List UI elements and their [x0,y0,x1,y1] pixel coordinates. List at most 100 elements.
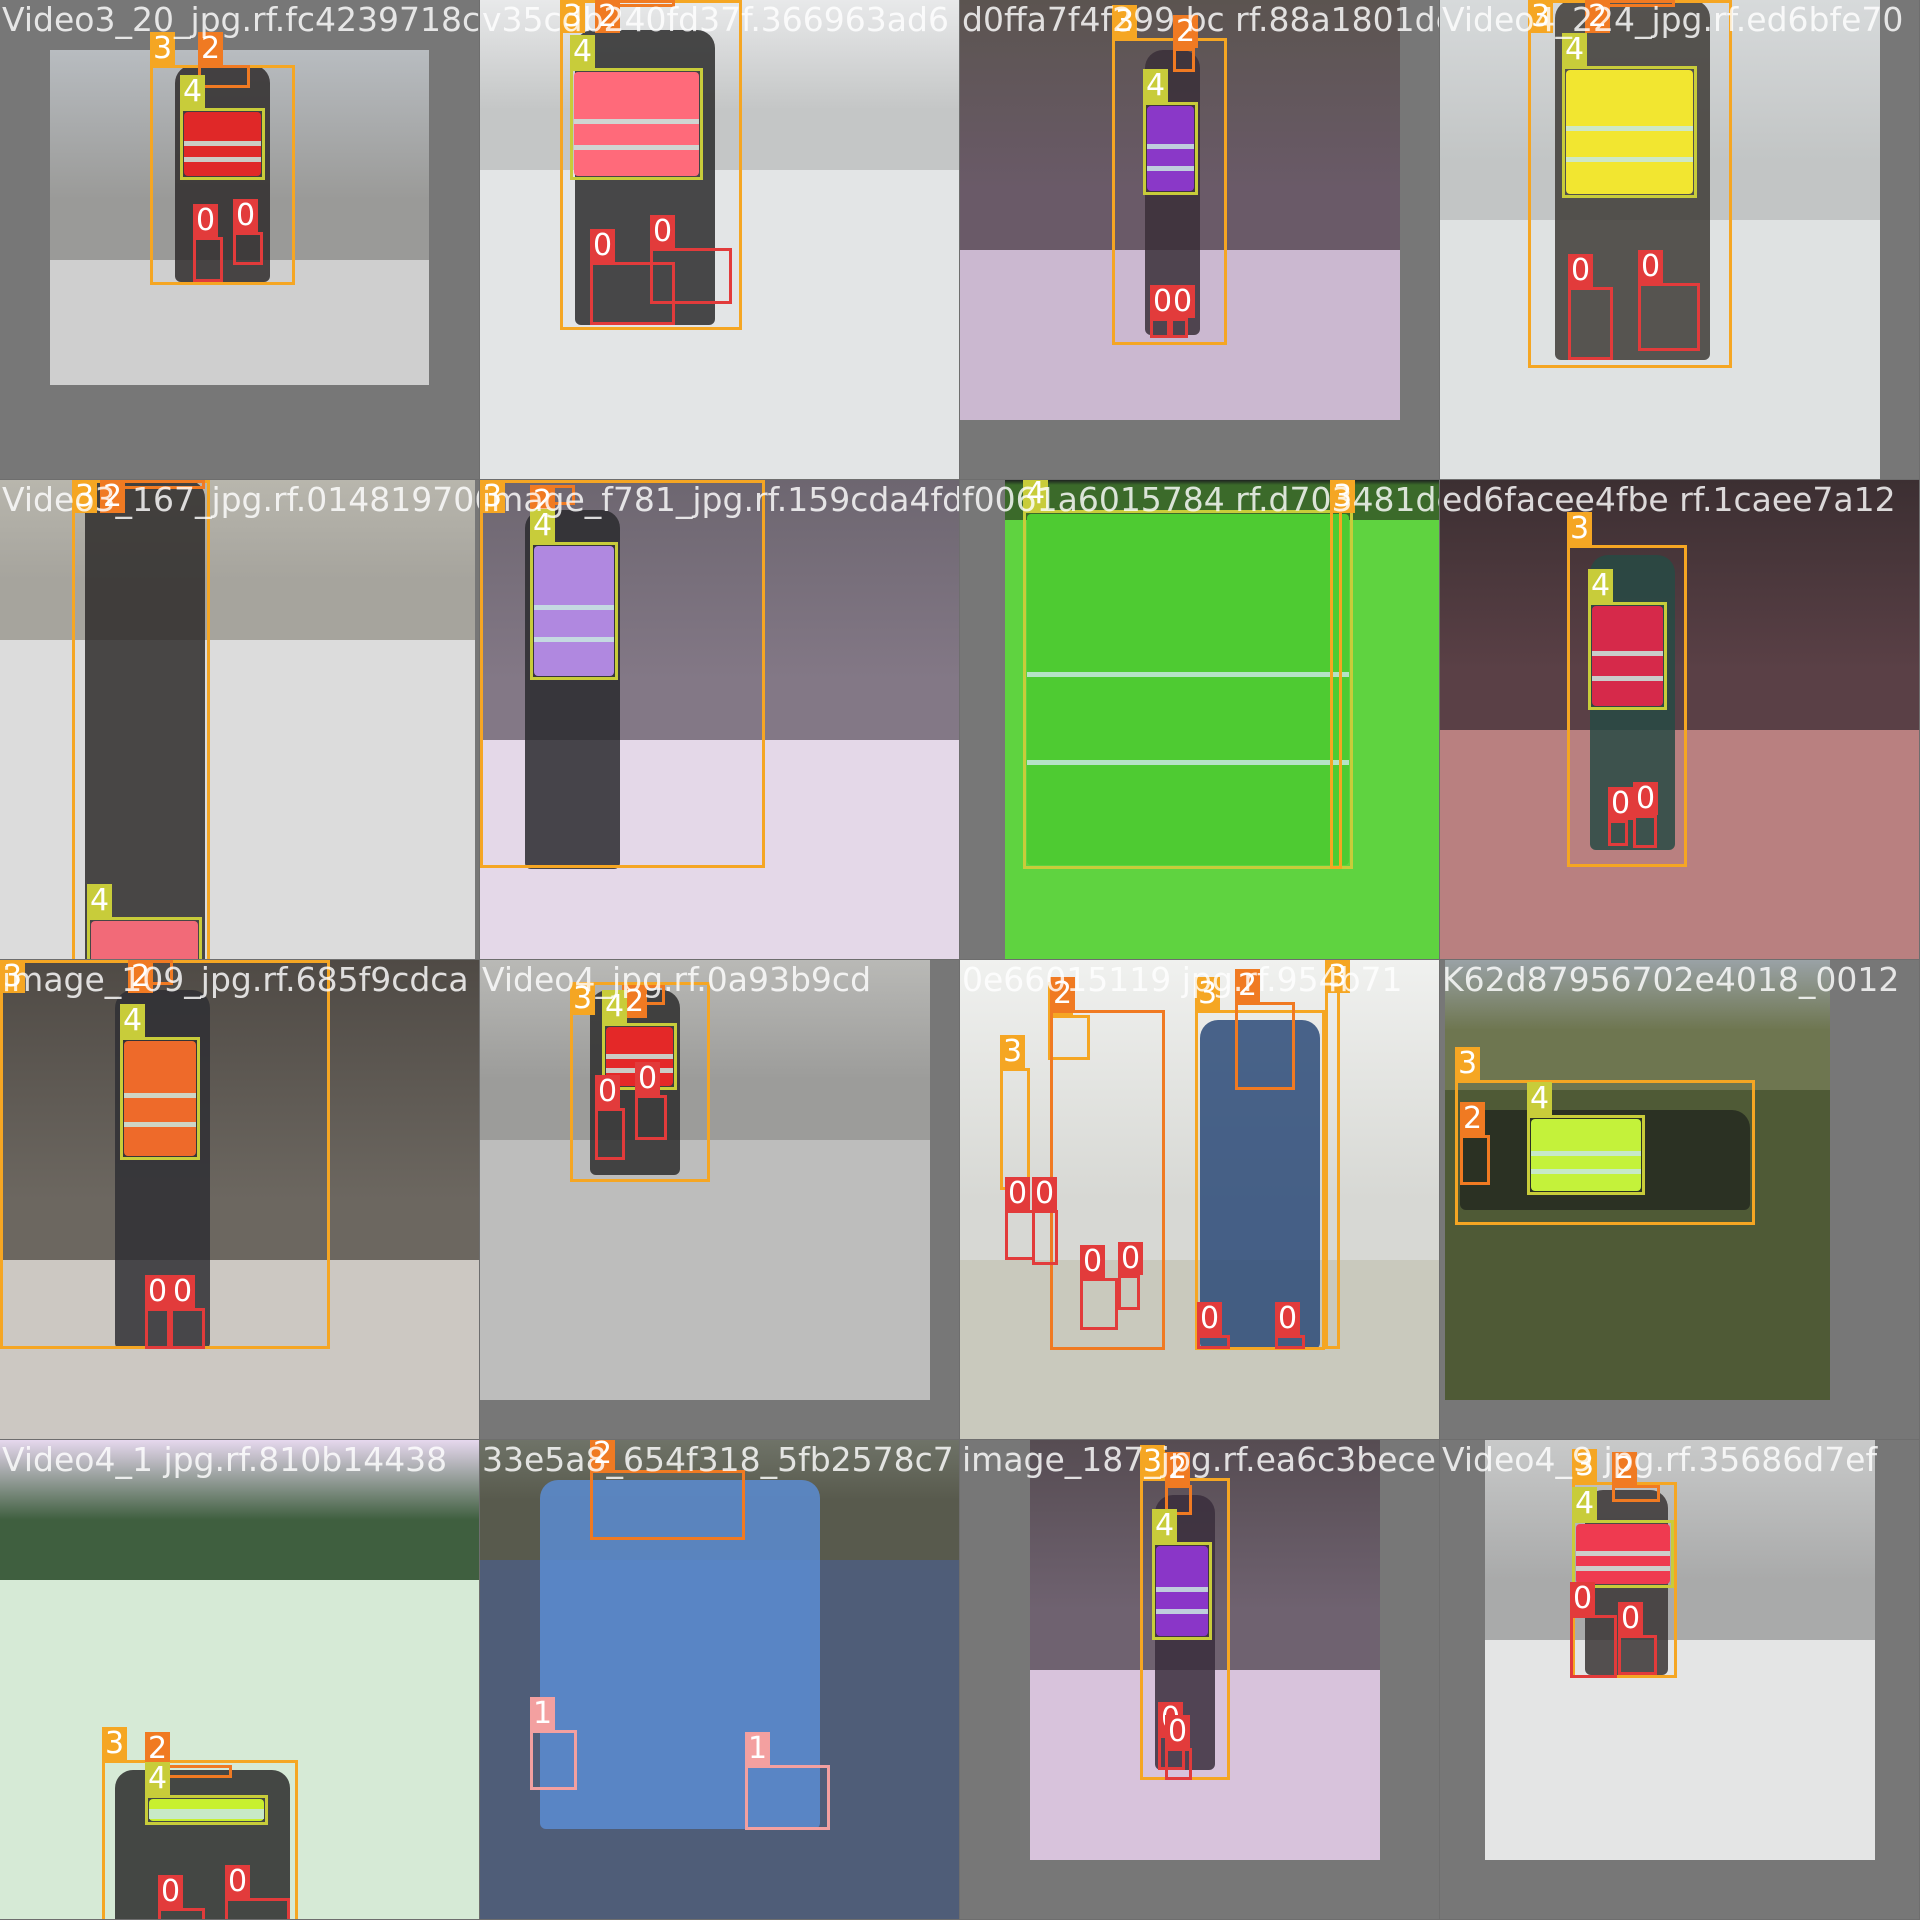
image-tile[interactable]: 3323230000000e66015119 jpg.rf.954b71 [960,960,1439,1439]
bounding-box[interactable]: 4 [1152,1509,1212,1640]
reflective-stripe [606,1053,673,1059]
image-filename: Video3_167_jpg.rf.014819706 [2,480,479,519]
bounding-box[interactable]: 2 [1585,0,1675,33]
bounding-box[interactable]: 0 [1568,254,1613,360]
bounding-box[interactable]: 0 [1165,1715,1192,1780]
bounding-box[interactable]: 3 [1195,977,1325,1350]
reflective-stripe [1566,125,1693,131]
bounding-box[interactable]: 4 [602,990,677,1090]
bounding-box[interactable]: 0 [1275,1302,1305,1349]
bounding-box[interactable]: 3 [1112,5,1227,345]
bounding-box[interactable]: 0 [1080,1245,1118,1330]
box-label: 0 [1570,1582,1596,1615]
bounding-box[interactable]: 0 [1608,787,1634,846]
image-tile[interactable]: 2 1 1 33e5a8_654f318_5fb2578c7 [480,1440,959,1919]
bounding-box[interactable]: 0 [1618,1602,1657,1675]
image-tile[interactable]: 3 2 4 image_f781_jpg.rf.159cda4fd [480,480,959,959]
bounding-box[interactable]: 0 [1032,1177,1058,1265]
bounding-box[interactable]: 2 [1460,1102,1490,1185]
bounding-box[interactable]: 3 [480,480,765,868]
bounding-box[interactable]: 2 [590,1440,745,1540]
box-label: 0 [1165,1715,1191,1748]
bounding-box[interactable]: 4 [180,75,265,180]
bounding-box[interactable]: 0 [1570,1582,1617,1678]
box-label: 3 [570,982,596,1015]
bounding-box[interactable]: 2 [1165,1452,1192,1515]
image-tile[interactable]: 3 24 00 d0ffa7f4f299 bc rf.88a1801de302 [960,0,1439,479]
bounding-box[interactable]: 0 [650,215,732,304]
image-filename: ed6facee4fbe rf.1caee7a12 [1442,480,1896,519]
bounding-box[interactable]: 2 [1612,1452,1660,1502]
bounding-box[interactable]: 0 [1118,1242,1144,1310]
bounding-box[interactable]: 0 [1150,285,1176,338]
bounding-box[interactable]: 4 [570,35,703,180]
bounding-box[interactable]: 0 [145,1275,171,1349]
bounding-box[interactable]: 2 [145,1732,232,1778]
bounding-box[interactable]: 4 [1023,480,1353,869]
bounding-box[interactable]: 2 [198,32,250,88]
bounding-box[interactable]: 0 [1633,782,1659,848]
bounding-box[interactable]: 0 [1170,285,1196,338]
image-tile[interactable]: 3 2 4 0 0 Video4_1 jpg.rf.810b14438 [0,1440,479,1919]
bounding-box[interactable]: 2 [1235,969,1295,1090]
box-label: 2 [100,480,126,513]
person-silhouette [1200,1020,1320,1349]
bounding-box[interactable]: 4 [87,884,202,959]
person-silhouette [115,1770,290,1919]
safety-vest [1566,70,1693,194]
bounding-box[interactable]: 0 [170,1275,205,1349]
box-label: 4 [1023,480,1049,510]
bounding-box[interactable]: 3 [570,982,710,1182]
bounding-box[interactable]: 4 [145,1762,268,1825]
bounding-box[interactable]: 2 [1173,15,1199,72]
bounding-box[interactable]: 3 [1325,960,1351,1349]
image-tile[interactable]: 3 4 0 0 ed6facee4fbe rf.1caee7a12 [1440,480,1919,959]
bounding-box[interactable]: 4 [1572,1487,1674,1588]
bounding-box[interactable]: 1 [530,1697,577,1790]
bounding-box[interactable]: 3 [1330,480,1356,869]
image-tile[interactable]: 3 2 4 K62d87956702e4018_0012 [1440,960,1919,1439]
bounding-box[interactable]: 3 [1567,512,1687,867]
box-label: 3 [150,32,176,65]
bounding-box[interactable]: 0 [225,1865,290,1919]
image-tile[interactable]: 3 2 4 0 0 Video3_20_jpg.rf.fc4239718c [0,0,479,479]
image-tile[interactable]: 3 2 4 0 0 image_109_jpg.rf.685f9cdca [0,960,479,1439]
box-label: 4 [180,75,206,108]
bounding-box[interactable]: 0 [233,199,263,265]
box-label: 2 [145,1732,171,1765]
box-label: 0 [145,1275,171,1308]
box-label: 3 [102,1727,128,1760]
bounding-box[interactable]: 3 [1455,1047,1755,1225]
bounding-box[interactable]: 3 [1000,1035,1030,1190]
image-tile[interactable]: 4 3 f0061a6015784 rf.d703481de [960,480,1439,959]
bounding-box[interactable]: 0 [1638,250,1700,351]
image-tile[interactable]: 3 2 4 0 0 Video4_224_jpg.rf.ed6bfe70 [1440,0,1919,479]
bounding-box[interactable]: 2 [128,960,173,993]
image-tile[interactable]: 3 2 4 0 0 Video4_jpg.rf.0a93b9cd [480,960,959,1439]
safety-vest [1531,1119,1641,1191]
bounding-box[interactable]: 0 [595,1075,625,1160]
bounding-box[interactable]: 4 [1562,33,1697,198]
bounding-box[interactable]: 0 [1005,1177,1035,1260]
bounding-box[interactable]: 4 [530,509,618,680]
bounding-box[interactable]: 4 [1143,69,1198,195]
bounding-box[interactable]: 2 [595,0,675,33]
bounding-box[interactable]: 4 [1588,569,1667,710]
box-label: 3 [1572,1449,1598,1482]
bounding-box[interactable]: 1 [745,1732,830,1830]
bounding-box[interactable]: 0 [590,229,675,325]
bounding-box[interactable]: 0 [1197,1302,1230,1349]
bounding-box[interactable]: 0 [635,1062,667,1140]
image-tile[interactable]: 3 2 4 0 0 v35cdb240fd37f.366963ad6 [480,0,959,479]
bounding-box[interactable]: 0 [193,204,223,282]
scene-backdrop [0,960,479,1439]
bounding-box[interactable]: 0 [158,1875,205,1919]
bounding-box[interactable]: 2 [100,480,205,513]
bounding-box[interactable]: 4 [1527,1082,1645,1195]
bounding-box[interactable]: 3 [102,1727,298,1919]
image-tile[interactable]: 3 2 4 0 0 Video4_9 jpg.rf.35686d7ef [1440,1440,1919,1919]
bounding-box[interactable]: 4 [120,1004,200,1160]
